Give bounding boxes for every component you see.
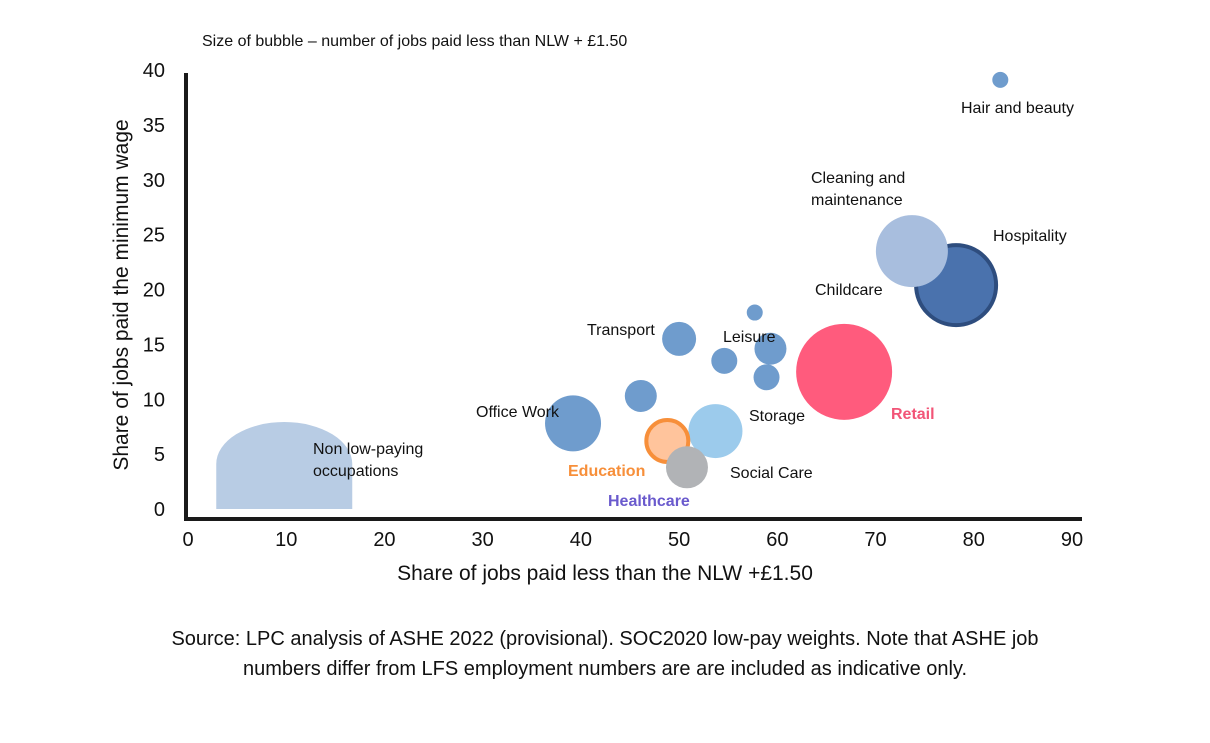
x-tick-label: 50 [668, 529, 690, 551]
y-tick-label: 25 [143, 225, 165, 247]
bubble-labels-layer: Non low-paying occupations Hair and beauty… [313, 100, 1074, 510]
x-tick-label: 40 [570, 529, 592, 551]
bubble-storage [688, 404, 743, 459]
bubble-label-leisure: Leisure [723, 329, 776, 346]
bubble-label-office-work: Office Work [476, 404, 560, 421]
x-tick-label: 0 [182, 529, 193, 551]
chart-subtitle: Size of bubble – number of jobs paid les… [202, 33, 628, 50]
bubble-childcare [746, 304, 763, 321]
bubble-retail [796, 323, 893, 420]
x-tick-label: 30 [472, 529, 494, 551]
segment-label: occupations [313, 463, 398, 480]
bubble-label-transport: Transport [587, 322, 655, 339]
y-tick-label: 0 [154, 499, 165, 521]
background-layer [216, 422, 353, 509]
bubble-label-cleaning-and-maintenance: Cleaning and [811, 170, 905, 187]
bubble-label-healthcare: Healthcare [608, 493, 690, 510]
bubble-label-social-care: Social Care [730, 465, 813, 482]
y-tick-label: 30 [143, 170, 165, 192]
x-tick-label: 60 [766, 529, 788, 551]
x-tick-label: 70 [864, 529, 886, 551]
bubble-label-childcare: Childcare [815, 282, 883, 299]
y-tick-label: 10 [143, 389, 165, 411]
bubble-label-education: Education [568, 463, 645, 480]
bubble-label-cleaning-and-maintenance: maintenance [811, 192, 903, 209]
y-tick-label: 35 [143, 115, 165, 137]
x-tick-label: 90 [1061, 529, 1083, 551]
y-axis-label: Share of jobs paid the minimum wage [110, 119, 133, 470]
tick-labels-layer: 0 10 20 30 40 50 60 70 80 90 0 5 10 15 20 25 30 35 40 [143, 60, 1083, 551]
bubble-office-work [545, 395, 602, 452]
bubble-leisure [754, 332, 787, 365]
y-tick-label: 15 [143, 334, 165, 356]
x-axis-label: Share of jobs paid less than the NLW +£1… [397, 562, 813, 585]
y-tick-label: 20 [143, 280, 165, 302]
bubble-label-hospitality: Hospitality [993, 228, 1067, 245]
source-line-2: numbers differ from LFS employment numbe… [242, 658, 968, 680]
bubble-chart: 0 10 20 30 40 50 60 70 80 90 0 5 10 15 20 25 30 35 40 Non … [110, 60, 1083, 585]
source-note: Source: LPC analysis of ASHE 2022 (provi… [0, 624, 1210, 684]
x-tick-label: 80 [963, 529, 985, 551]
axes-layer [184, 73, 1082, 521]
bubble-hair-and-beauty [992, 71, 1009, 88]
bubbles-layer [545, 71, 1009, 489]
bubble-label-storage: Storage [749, 408, 805, 425]
y-tick-label: 5 [154, 444, 165, 466]
bubble-label-retail: Retail [891, 406, 935, 423]
bubble-social-care [665, 446, 708, 489]
x-tick-label: 10 [275, 529, 297, 551]
y-tick-label: 40 [143, 60, 165, 82]
non-low-paying-segment [216, 422, 353, 509]
bubble-unlabelled [711, 347, 738, 374]
x-tick-label: 20 [373, 529, 395, 551]
source-line-1: Source: LPC analysis of ASHE 2022 (provi… [171, 628, 1039, 650]
bubble-label-hair-and-beauty: Hair and beauty [961, 100, 1074, 117]
segment-label: Non low-paying [313, 441, 423, 458]
bubble-transport [662, 321, 697, 356]
bubble-unlabelled [624, 379, 657, 412]
bubble-cleaning-and-maintenance [875, 215, 948, 288]
bubble-unlabelled [753, 364, 780, 391]
